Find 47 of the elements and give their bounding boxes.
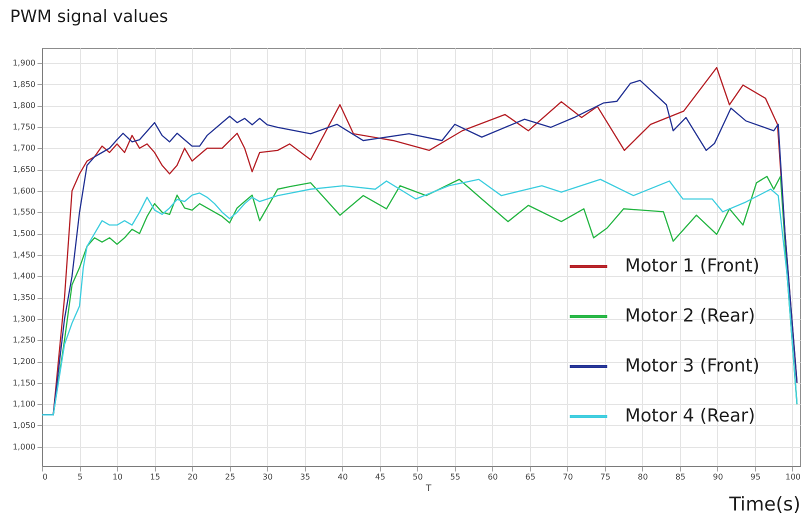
x-tick-label: 65 — [525, 472, 536, 482]
y-tick-label: 1,650 — [12, 165, 36, 174]
x-tick-label: 95 — [750, 472, 761, 482]
x-axis-title: Time(s) — [728, 494, 800, 516]
y-tick-label: 1,600 — [12, 186, 36, 196]
y-tick-label: 1,150 — [12, 378, 36, 388]
text: T — [424, 484, 432, 494]
chart-title: PWM signal values — [10, 7, 168, 27]
y-tick-label: 1,450 — [12, 250, 36, 260]
y-tick-label: 1,300 — [12, 314, 36, 324]
y-tick-label: 1,750 — [12, 122, 36, 132]
y-tick-label: 1,550 — [12, 208, 36, 217]
x-tick-label: 35 — [300, 472, 310, 482]
legend-label: Motor 4 (Rear) — [625, 406, 756, 426]
x-tick-label: 30 — [262, 472, 273, 482]
x-tick-label: 45 — [375, 472, 386, 482]
y-tick-label: 1,400 — [12, 272, 36, 281]
x-tick-label: 80 — [638, 472, 648, 482]
y-tick-label: 1,000 — [12, 442, 36, 452]
x-tick-label: 50 — [412, 472, 423, 482]
legend-label: Motor 2 (Rear) — [625, 306, 756, 326]
x-tick-label: 40 — [338, 472, 348, 482]
x-tick-label: 25 — [225, 472, 236, 482]
y-tick-label: 1,900 — [12, 58, 36, 68]
x-tick-label: 10 — [112, 472, 123, 482]
y-tick-label: 1,250 — [12, 336, 36, 345]
y-tick-label: 1,350 — [12, 293, 36, 302]
y-tick-label: 1,700 — [12, 144, 36, 153]
y-tick-label: 1,500 — [12, 229, 36, 238]
y-tick-label: 1,100 — [12, 400, 36, 409]
y-tick-label: 1,200 — [12, 357, 36, 366]
x-tick-label: 85 — [675, 472, 686, 482]
legend-label: Motor 1 (Front) — [625, 256, 760, 276]
y-tick-label: 1,800 — [12, 101, 36, 110]
y-tick-label: 1,050 — [12, 420, 36, 430]
x-tick-label: 60 — [488, 472, 498, 482]
x-tick-label: 20 — [188, 472, 198, 482]
x-tick-label: 75 — [600, 472, 610, 482]
x-tick-label: 70 — [562, 472, 573, 482]
y-tick-label: 1,850 — [12, 80, 36, 89]
x-tick-label: 0 — [42, 472, 48, 482]
x-tick-label: 5 — [77, 472, 83, 482]
legend-label: Motor 3 (Front) — [625, 356, 760, 376]
x-tick-label: 90 — [712, 472, 724, 482]
x-tick-label: 100 — [785, 472, 801, 482]
x-tick-label: 55 — [450, 472, 460, 482]
x-tick-label: 15 — [150, 472, 160, 482]
